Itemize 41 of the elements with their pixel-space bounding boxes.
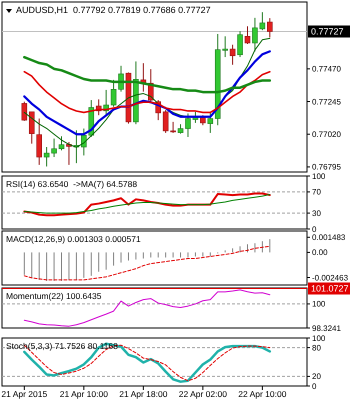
y-tick-label: 0 [312,224,317,234]
y-tick-label: 30 [312,208,322,218]
candlestick [237,30,243,58]
candlestick [36,118,42,166]
candlestick [22,101,28,122]
y-tick-label: 98.3241 [312,324,342,333]
chart-title: RSI(14) 63.6540 ->MA(7) 64.5788 [6,179,138,189]
chart-title: AUDUSD,H1 0.77792 0.77819 0.77686 0.77727 [16,5,211,15]
candlestick [28,111,35,144]
chart-title: MACD(12,26,9) 0.001303 0.000571 [6,234,141,244]
ref-line-label: 101.0727 [311,284,349,294]
x-tick-label: 21 Apr 2015 [1,389,48,399]
candlestick [170,121,176,134]
line-series [24,246,270,280]
candlestick [230,44,236,66]
y-tick-label: 0.77245 [312,97,342,106]
y-tick-label: 100 [312,300,326,309]
y-tick-label: 0.77020 [312,130,342,140]
candlestick [244,26,250,44]
y-tick-label: 20 [312,372,322,382]
y-tick-label: 100 [312,172,326,181]
y-tick-label: -0.002463 [312,273,349,282]
x-tick-label: 21 Apr 10:00 [60,389,108,399]
y-tick-label: 80 [312,343,322,352]
x-tick-label: 22 Apr 10:00 [238,389,287,399]
y-tick-label: 0.77470 [312,64,342,74]
candlestick [207,112,214,134]
y-tick-label: 0.00 [312,248,328,258]
ref-line-label: 0.77727 [311,26,344,37]
candlestick [162,110,168,134]
x-tick-label: 22 Apr 02:00 [178,389,228,399]
candlestick [267,18,273,38]
x-tick-label: 21 Apr 18:00 [119,389,168,399]
line-series [24,70,271,114]
y-tick-label: 70 [312,188,322,197]
candlestick [66,142,72,166]
y-tick-label: 100 [312,334,326,343]
y-tick-label: 0 [312,382,317,391]
y-tick-label: 0.001483 [312,233,346,242]
chart-title: Momentum(22) 100.6435 [6,291,102,301]
y-tick-label: 0.76795 [312,162,342,172]
